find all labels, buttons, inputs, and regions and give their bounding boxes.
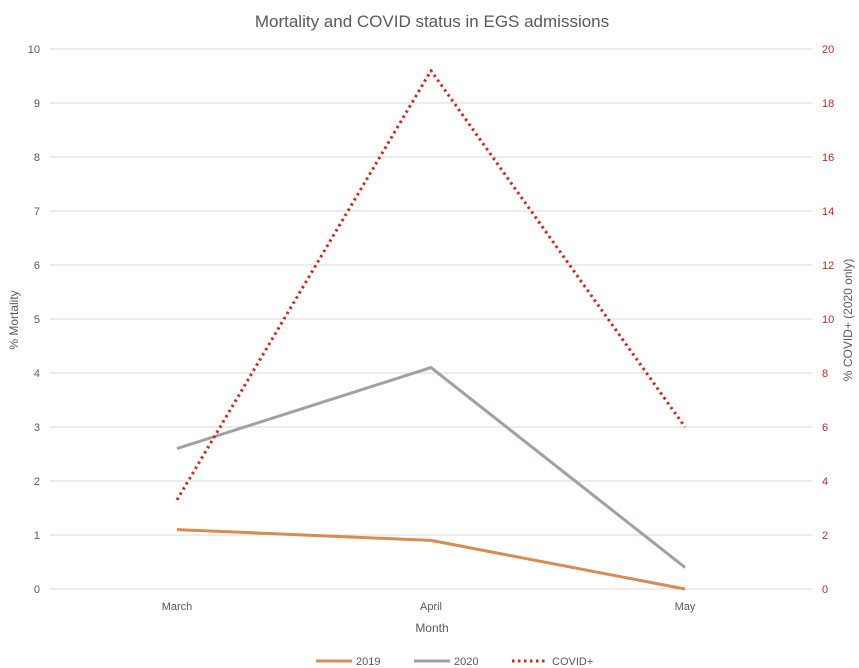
- y2-tick-label: 8: [822, 368, 828, 380]
- y2-tick-label: 6: [822, 422, 828, 434]
- y-tick-label: 1: [34, 530, 40, 542]
- legend-label: 2019: [356, 656, 380, 668]
- y-tick-label: 3: [34, 422, 40, 434]
- series-line-covid: [175, 69, 687, 501]
- gridlines: [50, 48, 812, 590]
- y2-tick-label: 2: [822, 530, 828, 542]
- series-lines: [175, 69, 687, 591]
- y2-tick-label: 16: [822, 152, 834, 164]
- x-tick-label: May: [675, 601, 696, 613]
- y2-tick-label: 18: [822, 98, 834, 110]
- y-tick-label: 9: [34, 98, 40, 110]
- y-tick-label: 7: [34, 206, 40, 218]
- y-tick-label: 5: [34, 314, 40, 326]
- x-axis-ticks: March April May: [162, 601, 696, 613]
- left-axis-ticks: 0 1 2 3 4 5 6 7 8 9 10: [28, 44, 40, 596]
- y-tick-label: 4: [34, 368, 40, 380]
- y-tick-label: 6: [34, 260, 40, 272]
- series-line-2020: [176, 366, 686, 569]
- y2-tick-label: 4: [822, 476, 828, 488]
- x-axis-title: Month: [415, 621, 448, 635]
- y2-tick-label: 0: [822, 584, 828, 596]
- legend: 2019 2020 COVID+: [316, 656, 593, 668]
- legend-label: 2020: [454, 656, 478, 668]
- x-tick-label: April: [420, 601, 442, 613]
- x-tick-label: March: [162, 601, 193, 613]
- y2-tick-label: 14: [822, 206, 834, 218]
- y-tick-label: 8: [34, 152, 40, 164]
- y-tick-label: 2: [34, 476, 40, 488]
- y-tick-label: 0: [34, 584, 40, 596]
- y-tick-label: 10: [28, 44, 40, 56]
- right-axis-ticks: 0 2 4 6 8 10 12 14 16 18 20: [822, 44, 834, 596]
- y-axis-title: % Mortality: [7, 290, 21, 349]
- y2-tick-label: 12: [822, 260, 834, 272]
- series-line-2019: [176, 528, 686, 591]
- y2-tick-label: 10: [822, 314, 834, 326]
- chart-title: Mortality and COVID status in EGS admiss…: [255, 12, 609, 31]
- y2-tick-label: 20: [822, 44, 834, 56]
- y2-axis-title: % COVID+ (2020 only): [841, 259, 855, 381]
- legend-label: COVID+: [552, 656, 593, 668]
